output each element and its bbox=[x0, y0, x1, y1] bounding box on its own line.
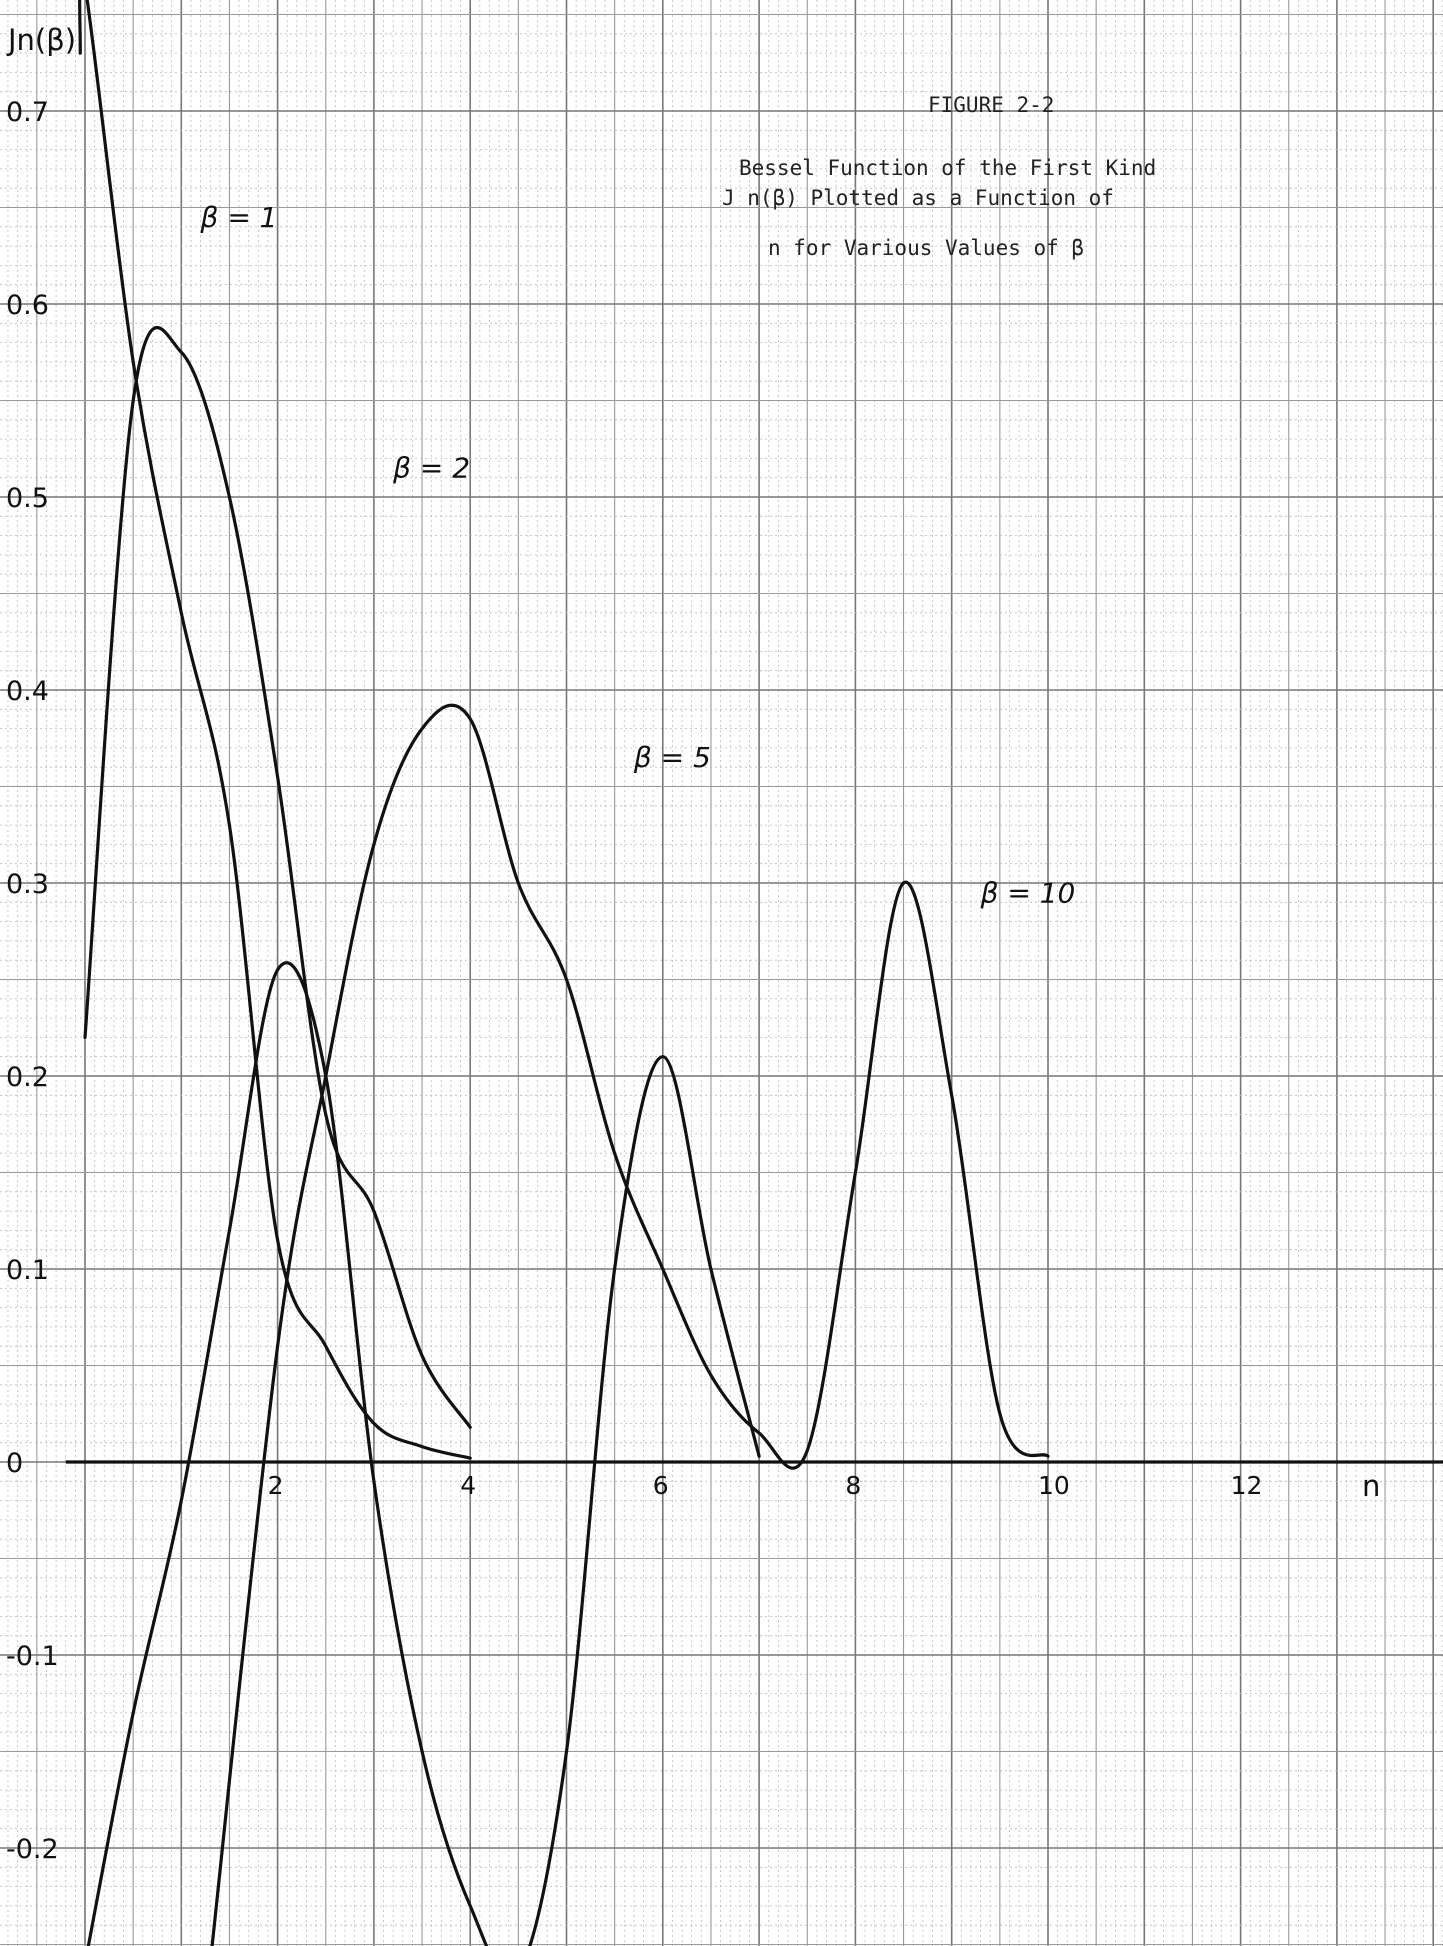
series-line-2 bbox=[83, 325, 472, 1429]
curves: β = 1 β = 2 β = 5 β = 10 bbox=[78, 0, 1076, 1946]
figure-title-line2: J n(β) Plotted as a Function of bbox=[722, 186, 1114, 210]
x-tick-label: 12 bbox=[1231, 1471, 1263, 1500]
y-axis-label: Jn(β) bbox=[6, 23, 76, 57]
series-label-3: β = 5 bbox=[633, 741, 711, 774]
y-tick-label: 0.3 bbox=[6, 869, 49, 900]
axes: 0.7 0.6 0.5 0.4 0.3 0.2 0.1 0 -0.1 -0.2 2 4 6 8 10 12 bbox=[6, 97, 1443, 1865]
x-tick-label: 6 bbox=[653, 1471, 669, 1500]
figure-title-line3: n for Various Values of β bbox=[768, 236, 1084, 260]
series-line-1 bbox=[78, 0, 472, 1460]
series-label-4: β = 10 bbox=[980, 876, 1076, 909]
y-tick-label: 0.4 bbox=[6, 676, 49, 707]
x-tick-label: 10 bbox=[1038, 1471, 1070, 1500]
x-tick-label: 8 bbox=[845, 1471, 861, 1500]
y-tick-label: 0.5 bbox=[6, 483, 49, 514]
y-tick-label: 0 bbox=[6, 1448, 23, 1479]
y-tick-label: 0.1 bbox=[6, 1255, 49, 1286]
x-tick-label: 4 bbox=[460, 1471, 476, 1500]
figure-number: FIGURE 2-2 bbox=[928, 93, 1054, 117]
y-tick-label: 0.6 bbox=[6, 290, 49, 321]
figure-title-line1: Bessel Function of the First Kind bbox=[739, 156, 1156, 180]
x-axis-label: n bbox=[1362, 1469, 1380, 1503]
series-label-1: β = 1 bbox=[200, 201, 278, 234]
series-line-3 bbox=[86, 961, 761, 1946]
y-tick-label: 0.2 bbox=[6, 1062, 49, 1093]
y-tick-label: -0.1 bbox=[6, 1641, 59, 1672]
series-label-2: β = 2 bbox=[392, 452, 470, 485]
labels: Jn(β) n FIGURE 2-2 Bessel Function of th… bbox=[6, 23, 1380, 1503]
y-tick-label: -0.2 bbox=[6, 1834, 59, 1865]
series-line-4 bbox=[210, 703, 1050, 1946]
x-tick-label: 2 bbox=[268, 1471, 284, 1500]
y-tick-label: 0.7 bbox=[6, 97, 49, 128]
